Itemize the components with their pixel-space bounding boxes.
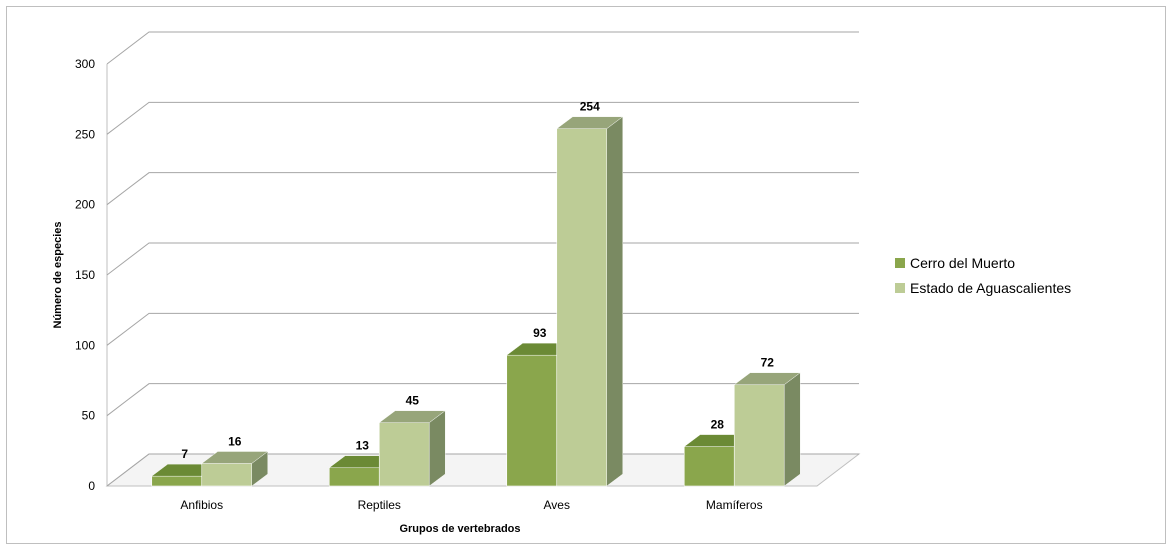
y-tick-label: 300 [75, 57, 95, 71]
x-tick-label: Reptiles [358, 498, 401, 512]
data-label: 13 [356, 439, 370, 453]
y-tick-label: 250 [75, 127, 95, 141]
x-axis-title: Grupos de vertebrados [399, 523, 520, 535]
bar-side [429, 410, 446, 487]
y-tick-label: 200 [75, 198, 95, 212]
bar-side [606, 116, 623, 487]
gridline [106, 242, 859, 276]
bar [201, 451, 269, 487]
bar [378, 410, 446, 487]
y-tick-label: 100 [75, 338, 95, 352]
legend-swatch [895, 283, 905, 293]
gridline [106, 312, 859, 346]
y-tick-labels: 0 50 100 150 200 250 300 [75, 57, 95, 493]
data-label: 254 [580, 100, 600, 114]
bar [556, 116, 624, 487]
x-tick-label: Aves [544, 498, 570, 512]
bar-side [251, 451, 268, 487]
bar-front [151, 475, 203, 487]
bar-front [733, 384, 785, 487]
bars [151, 116, 801, 487]
y-tick-label: 50 [82, 409, 96, 423]
bar-front [328, 467, 380, 487]
data-labels: 7 16 13 45 93 254 28 72 [181, 100, 774, 461]
x-tick-labels: Anfibios Reptiles Aves Mamíferos [180, 498, 762, 512]
bar-front [378, 422, 430, 487]
gridline [106, 31, 859, 65]
gridline [106, 172, 859, 206]
x-tick-label: Mamíferos [706, 498, 763, 512]
legend-swatch [895, 258, 905, 268]
bar-front [506, 354, 558, 487]
data-label: 72 [761, 356, 775, 370]
legend: Cerro del Muerto Estado de Aguascalientes [895, 255, 1071, 296]
legend-entry: Cerro del Muerto [910, 255, 1015, 271]
bar [151, 463, 219, 487]
y-tick-label: 150 [75, 268, 95, 282]
data-label: 93 [533, 326, 547, 340]
bar-front [556, 128, 608, 487]
bar [683, 434, 751, 487]
bar [733, 372, 801, 487]
x-tick-label: Anfibios [180, 498, 223, 512]
bar-front [683, 446, 735, 487]
bar [328, 455, 396, 487]
data-label: 7 [181, 447, 188, 461]
y-tick-label: 0 [88, 479, 95, 493]
gridline [106, 101, 859, 135]
data-label: 28 [711, 418, 725, 432]
bar-front [201, 463, 253, 487]
bar-side [784, 372, 801, 487]
y-axis-title: Número de especies [52, 222, 64, 329]
data-label: 45 [406, 394, 420, 408]
data-label: 16 [228, 434, 242, 448]
legend-entry: Estado de Aguascalientes [910, 280, 1071, 296]
